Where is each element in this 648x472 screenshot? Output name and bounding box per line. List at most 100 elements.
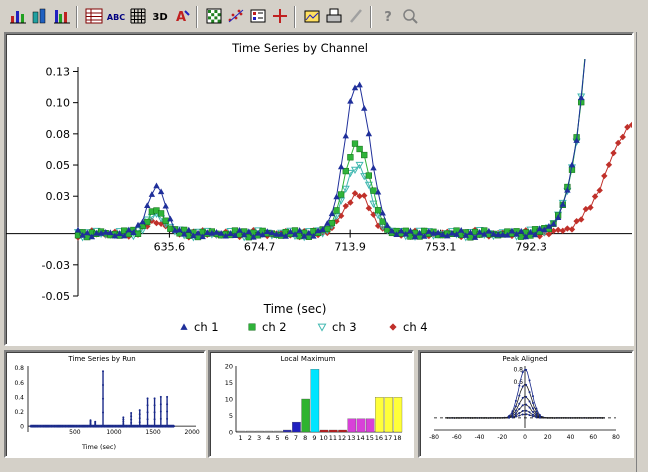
print-button[interactable]: [324, 6, 344, 26]
run-spike-point: [102, 425, 105, 428]
peak-point: [508, 416, 511, 419]
series-point: [527, 229, 534, 235]
series-point: [374, 188, 382, 195]
peak-x-tick-label: 40: [567, 434, 575, 441]
font-button[interactable]: A: [172, 6, 192, 26]
pattern-button[interactable]: [204, 6, 224, 26]
run-point: [135, 424, 137, 428]
peak-point: [535, 407, 538, 410]
run-point: [127, 424, 129, 428]
gallery-button[interactable]: [302, 6, 322, 26]
lmax-x-tick-label: 18: [393, 434, 401, 442]
y-tick-label: 0.13: [46, 65, 71, 78]
series-point: [213, 228, 220, 235]
series-point: [199, 233, 206, 240]
series-point: [241, 231, 248, 238]
scatter-button[interactable]: [226, 6, 246, 26]
run-point: [72, 424, 75, 428]
run-spike-point: [166, 417, 169, 420]
series-point: [347, 97, 354, 104]
run-point: [80, 424, 82, 428]
run-spike-point: [153, 418, 156, 421]
zoom-button[interactable]: [400, 6, 420, 26]
series-point: [356, 81, 363, 88]
peak-point: [525, 368, 528, 371]
run-spike-point: [122, 418, 125, 421]
series-point: [476, 228, 483, 235]
series-point: [305, 229, 313, 236]
run-point: [47, 424, 50, 428]
pencil-button[interactable]: [346, 6, 366, 26]
series-point: [365, 130, 373, 137]
peak-point: [514, 415, 517, 418]
peak-point: [518, 394, 521, 397]
series-point: [245, 228, 253, 235]
legend-marker: [180, 323, 188, 330]
series-point: [333, 193, 340, 200]
help-icon: ?: [384, 10, 392, 25]
run-spike-point: [122, 416, 125, 419]
legend-button[interactable]: [248, 6, 268, 26]
grid-button[interactable]: [128, 6, 148, 26]
run-spike-point: [130, 425, 133, 428]
run-spike-point: [153, 411, 156, 414]
peak-point: [521, 396, 524, 399]
series-point: [628, 121, 632, 129]
peak-point: [518, 414, 521, 417]
series-point: [568, 161, 576, 168]
series-point: [568, 166, 576, 173]
run-spike-point: [138, 413, 141, 416]
run-spike-point: [153, 404, 156, 407]
series-point: [393, 231, 400, 237]
series-point: [351, 84, 359, 91]
data-table-button[interactable]: [84, 6, 104, 26]
lmax-bar: [310, 369, 320, 433]
font-icon: A: [176, 10, 190, 25]
series-point: [439, 231, 446, 238]
peak-point: [525, 413, 528, 416]
3d-button[interactable]: 3D: [150, 6, 170, 26]
run-point: [120, 424, 123, 428]
series-point: [531, 231, 539, 238]
series-point: [462, 232, 469, 238]
run-spike-point: [130, 418, 133, 421]
peak-point: [518, 402, 521, 405]
series-point: [402, 230, 409, 237]
series-line: [77, 59, 586, 239]
run-spike-point: [146, 425, 149, 428]
peak-y-tick-label: 0.6: [513, 379, 523, 386]
series-point: [370, 164, 377, 171]
crosshair-button[interactable]: [270, 6, 290, 26]
run-spike-point: [122, 425, 125, 428]
series-point: [342, 132, 349, 139]
series-point: [550, 220, 557, 227]
lmax-x-tick-label: 2: [248, 434, 252, 442]
series-point: [379, 209, 386, 216]
series-point: [564, 225, 571, 232]
lmax-y-tick-label: 20: [225, 363, 233, 371]
series-point: [355, 161, 364, 170]
abc-label-button[interactable]: ABC: [106, 6, 126, 26]
run-point: [161, 424, 164, 428]
scrollbar-strip[interactable]: [636, 32, 648, 472]
lmax-x-tick-label: 16: [375, 434, 383, 442]
run-spike-point: [102, 370, 105, 373]
x-tick-label: 713.9: [334, 241, 366, 254]
crosshair-icon: [273, 9, 287, 23]
run-point: [113, 424, 115, 428]
run-spike-point: [138, 417, 141, 420]
series-point: [583, 46, 589, 52]
bar-chart-button[interactable]: [8, 6, 28, 26]
toolbar-separator: [196, 6, 198, 28]
grouped-bar-button[interactable]: [52, 6, 72, 26]
series-point: [485, 227, 493, 234]
lmax-bar: [273, 430, 283, 433]
series-point: [448, 229, 456, 236]
help-button[interactable]: ?: [378, 6, 398, 26]
run-point: [91, 424, 93, 428]
run-point: [128, 424, 131, 428]
run-point: [75, 424, 78, 428]
bar-chart-3d-button[interactable]: [30, 6, 50, 26]
series-point: [430, 229, 437, 236]
run-chart-title: Time Series by Run: [67, 355, 135, 363]
